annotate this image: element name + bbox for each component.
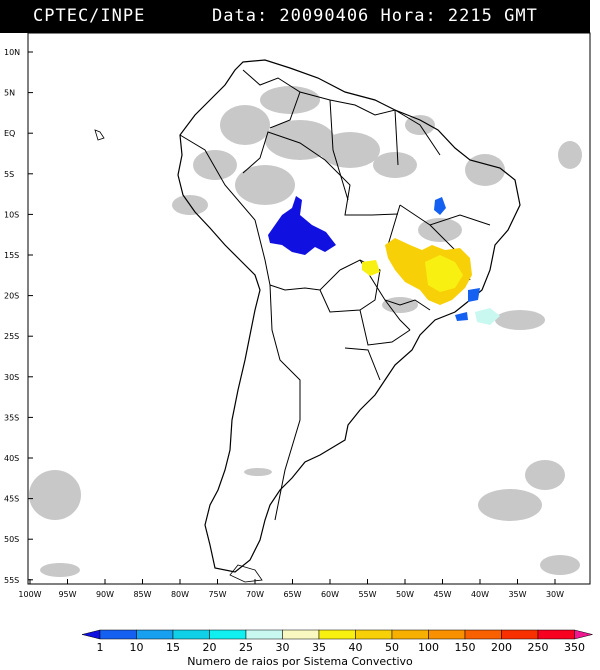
lat-tick-label: 25S [4,332,19,341]
coastline [177,59,521,573]
colorbar-tick-label: 100 [418,641,439,654]
colorbar-tick-label: 50 [385,641,399,654]
lat-tick-label: 30S [4,373,19,382]
datetime-label: Data: 20090406 Hora: 2215 GMT [212,6,538,26]
lat-tick-label: 55S [4,576,19,585]
storm-blue-north [434,197,446,215]
colorbar-segment [537,629,575,640]
lat-tick-label: EQ [4,129,15,138]
source-label: CPTEC/INPE [33,6,146,26]
colorbar-tick-label: 25 [239,641,253,654]
storm-blue-south [455,312,468,321]
colorbar-segment [464,629,502,640]
colorbar-segment [172,629,210,640]
colorbar-tick-label: 10 [130,641,144,654]
header-bar: CPTEC/INPE Data: 20090406 Hora: 2215 GMT [0,0,590,33]
colorbar-tick-label: 40 [349,641,363,654]
lat-tick-label: 5S [4,170,14,179]
lon-tick-label: 95W [58,590,76,599]
colorbar-segment [282,629,320,640]
colorbar-segment [136,629,174,640]
colorbar-right-arrow [574,629,593,640]
colorbar-tick-label: 35 [312,641,326,654]
lat-tick-label: 5N [4,89,15,98]
longitude-axis: 100W 95W 90W 85W 80W 75W 70W 65W 60W 55W 50W 45W 40W… [18,579,564,599]
colorbar-tick-label: 200 [491,641,512,654]
lat-tick-label: 10N [4,48,20,57]
storm-blue-bolivia [268,196,336,255]
colorbar-segment [245,629,283,640]
lat-tick-label: 45S [4,495,19,504]
lon-tick-label: 50W [396,590,414,599]
tierra-del-fuego [229,564,263,583]
colorbar-segment [99,629,137,640]
lon-tick-label: 100W [18,590,41,599]
lat-tick-label: 50S [4,535,19,544]
lat-tick-label: 20S [4,292,19,301]
lat-tick-label: 15S [4,251,19,260]
colorbar-tick-label: 150 [455,641,476,654]
lon-tick-label: 40W [471,590,489,599]
storm-yellow-core [425,255,463,292]
colorbar-segment [391,629,429,640]
lon-tick-label: 80W [171,590,189,599]
colorbar-segment [355,629,393,640]
colorbar-left-arrow [81,629,101,640]
colorbar-tick-label: 20 [203,641,217,654]
lat-tick-label: 10S [4,210,19,219]
lat-tick-label: 35S [4,413,19,422]
colorbar-segment [209,629,247,640]
lon-tick-label: 75W [208,590,226,599]
colorbar-tick-label: 15 [166,641,180,654]
lon-tick-label: 90W [96,590,114,599]
storm-light-cyan [475,308,500,325]
storm-systems [268,196,500,325]
lon-tick-label: 30W [546,590,564,599]
colorbar-label: Numero de raios por Sistema Convectivo [187,655,413,668]
colorbar-tick-label: 250 [528,641,549,654]
lon-tick-label: 35W [508,590,526,599]
colorbar: 1 10 15 20 25 30 35 40 50 100 150 200 250 350 [81,629,593,654]
colorbar-segment [428,629,466,640]
colorbar-tick-label: 1 [97,641,104,654]
lon-tick-label: 45W [433,590,451,599]
colorbar-tick-label: 30 [276,641,290,654]
lat-tick-label: 40S [4,454,19,463]
storm-yellow-west [362,260,380,276]
galapagos-islands [94,129,105,141]
colorbar-segment [318,629,356,640]
lon-tick-label: 60W [321,590,339,599]
colorbar-segment [501,629,539,640]
storm-blue-coast [468,288,480,302]
colorbar-tick-label: 350 [564,641,585,654]
lon-tick-label: 65W [283,590,301,599]
lon-tick-label: 55W [358,590,376,599]
latitude-axis: 10N 5N EQ 5S 10S 15S 20S 25S 30S 35S 40S 45S 50S 55S [4,48,33,585]
lon-tick-label: 70W [246,590,264,599]
cloud-cover [29,86,582,577]
lon-tick-label: 85W [133,590,151,599]
